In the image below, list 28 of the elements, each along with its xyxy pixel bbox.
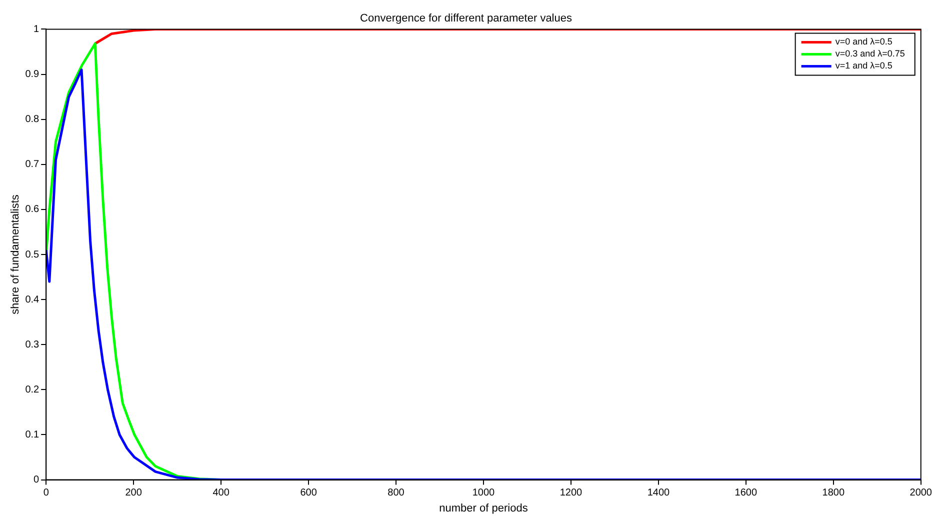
x-tick-label: 800: [388, 488, 405, 499]
y-tick-label: 0.1: [25, 429, 40, 440]
y-tick-label: 0.2: [25, 384, 40, 396]
y-axis-title: share of fundamentalists: [10, 194, 22, 314]
y-tick-label: 0: [34, 474, 40, 486]
y-tick-label: 0.5: [25, 249, 40, 260]
y-tick-label: 0.3: [25, 339, 40, 350]
y-tick-label: 1: [34, 24, 40, 35]
y-tick-label: 0.4: [25, 294, 40, 306]
y-tick-label: 0.7: [25, 159, 40, 170]
legend-label: v=0.3 and λ=0.75: [835, 48, 905, 59]
x-tick-label: 600: [300, 488, 318, 499]
x-tick-label: 1200: [560, 488, 583, 499]
x-tick-label: 1600: [734, 488, 758, 499]
x-tick-label: 200: [125, 488, 142, 499]
legend-label: v=0 and λ=0.5: [835, 36, 892, 47]
x-tick-label: 1800: [822, 488, 845, 499]
chart-title: Convergence for different parameter values: [360, 12, 572, 25]
x-tick-label: 400: [212, 488, 230, 499]
x-tick-label: 1000: [472, 488, 496, 499]
x-tick-label: 0: [43, 488, 50, 499]
y-tick-label: 0.6: [25, 204, 40, 216]
x-tick-label: 1400: [647, 488, 670, 499]
legend-label: v=1 and λ=0.5: [835, 60, 892, 71]
y-tick-label: 0.9: [25, 69, 40, 80]
x-tick-label: 2000: [910, 488, 932, 499]
y-tick-label: 0.8: [25, 114, 40, 126]
x-axis-title: number of periods: [439, 502, 528, 514]
